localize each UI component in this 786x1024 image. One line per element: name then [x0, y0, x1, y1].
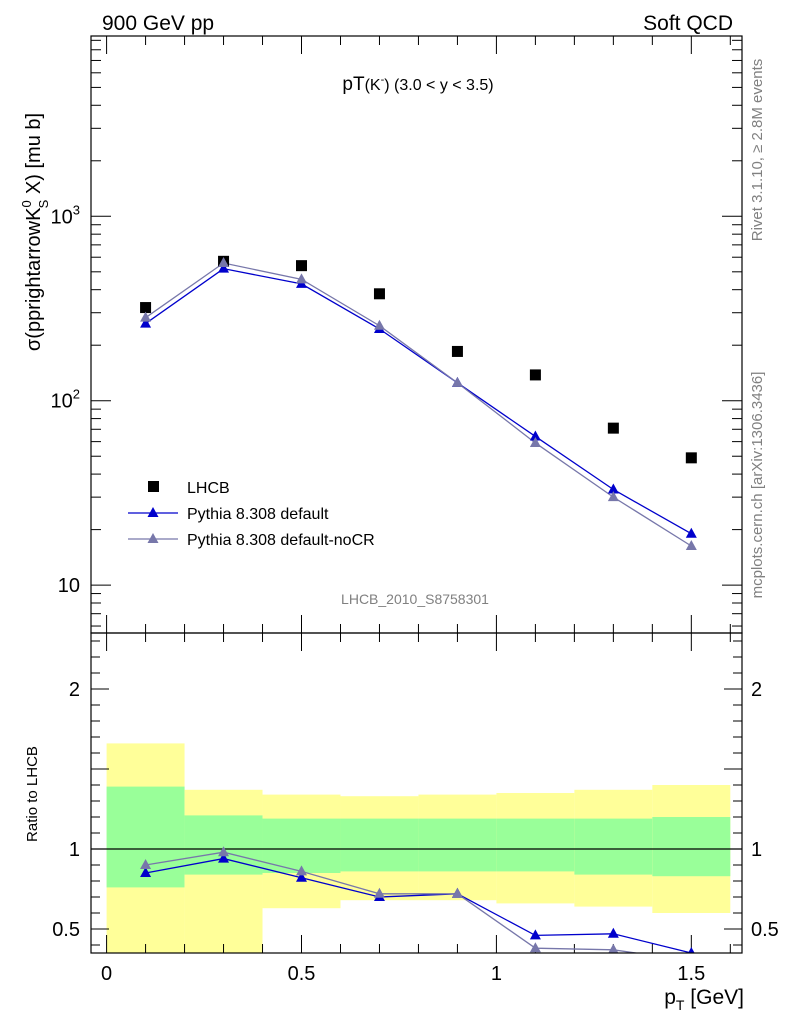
mc-point-1 [607, 483, 619, 494]
main-plot-markers [140, 255, 697, 550]
ratio-y-tick-label: 2 [69, 679, 80, 701]
legend-label-lhcb: LHCB [187, 480, 230, 497]
series-line-2 [145, 262, 692, 547]
ratio-y-tick-label: 0.5 [52, 919, 80, 941]
ratio-y-tick-label-right: 1 [751, 839, 762, 861]
legend: LHCB Pythia 8.308 default Pythia 8.308 d… [128, 480, 375, 549]
ratio-plot-markers [140, 846, 695, 953]
ratio-point-0 [607, 927, 619, 938]
data-point-lhcb [296, 260, 308, 272]
mc-point-2 [140, 311, 152, 322]
ratio-plot-ticks: 0 0.5 1 1.5 0.5 0.5 1 1 2 2 [52, 633, 779, 985]
ratio-point-0 [296, 871, 308, 882]
ratio-line-0 [145, 857, 692, 953]
mc-point-2 [296, 273, 308, 284]
ratio-point-0 [529, 929, 541, 940]
data-point-lhcb [373, 288, 385, 300]
mc-point-1 [685, 527, 697, 538]
band-inner [652, 817, 731, 877]
band-inner [418, 818, 497, 872]
mc-point-1 [140, 317, 152, 328]
legend-entry-lhcb: LHCB [148, 480, 230, 497]
ratio-point-1 [140, 859, 152, 869]
analysis-watermark: LHCB_2010_S8758301 [341, 591, 489, 607]
source-info: mcplots.cern.ch [arXiv:1306.3436] [749, 372, 766, 599]
uncertainty-bands [91, 743, 742, 953]
y-tick-label: 103 [51, 202, 80, 228]
ratio-point-1 [608, 943, 619, 953]
legend-label-default: Pythia 8.308 default [187, 506, 329, 523]
ratio-y-tick-label-right: 0.5 [751, 919, 779, 941]
ratio-y-tick-label: 1 [69, 839, 80, 861]
legend-marker-lhcb [148, 481, 159, 492]
data-point-lhcb [140, 302, 152, 314]
ratio-point-1 [218, 846, 230, 857]
ratio-point-1 [451, 887, 463, 898]
mc-point-1 [218, 262, 230, 273]
y-tick-label: 102 [51, 387, 80, 413]
mc-point-2 [685, 539, 697, 550]
ratio-point-0 [218, 852, 230, 863]
legend-marker-nocr [147, 533, 159, 543]
band-inner [496, 818, 575, 872]
legend-entry-default: Pythia 8.308 default [128, 506, 329, 523]
mc-point-2 [607, 491, 619, 502]
ratio-point-1 [529, 942, 541, 953]
header-left: 900 GeV pp [102, 12, 214, 35]
x-tick-label: 0.5 [288, 963, 316, 985]
data-point-lhcb [607, 422, 619, 434]
data-point-lhcb [685, 452, 697, 464]
data-point-lhcb [529, 369, 541, 381]
ratio-y-axis-label: Ratio to LHCB [24, 746, 41, 842]
ratio-point-0 [688, 947, 695, 953]
ratio-plot: 0 0.5 1 1.5 0.5 0.5 1 1 2 2 Ratio to LHCB pT [GeV… [24, 632, 779, 1013]
legend-label-nocr: Pythia 8.308 default-noCR [187, 532, 375, 549]
legend-marker-default [147, 507, 159, 517]
x-tick-label: 1 [491, 963, 502, 985]
header-right: Soft QCD [643, 12, 733, 35]
mc-point-2 [218, 257, 230, 268]
ratio-y-tick-label-right: 2 [751, 679, 762, 701]
ratio-plot-frame [90, 632, 743, 954]
legend-entry-nocr: Pythia 8.308 default-noCR [128, 532, 375, 549]
data-point-lhcb [451, 345, 463, 357]
band-inner [574, 818, 653, 875]
ratio-point-1 [373, 887, 385, 898]
ratio-point-1 [296, 865, 308, 876]
ratio-line-1 [145, 851, 641, 953]
mc-point-2 [373, 319, 385, 330]
rivet-info: Rivet 3.1.10, ≥ 2.8M events [749, 59, 766, 242]
x-axis-label: pT [GeV] [664, 986, 744, 1013]
series-line-1 [145, 267, 692, 535]
y-tick-label: 10 [58, 575, 80, 597]
main-plot: pT(K-) (3.0 < y < 3.5) σ(pprightarrowK0 S… [19, 35, 743, 634]
y-axis-label: σ(pprightarrowK0 S X) [mu b] [19, 113, 51, 351]
ratio-point-0 [140, 867, 152, 877]
mc-point-1 [529, 430, 541, 441]
main-plot-ticks: 10 102 103 [51, 36, 742, 633]
mc-point-2 [451, 376, 463, 387]
mc-point-2 [529, 436, 541, 447]
band-inner [262, 818, 341, 873]
plot-title: pT(K-) (3.0 < y < 3.5) [342, 74, 493, 95]
x-tick-label: 1.5 [677, 963, 705, 985]
band-inner [340, 818, 419, 872]
x-tick-label: 0 [101, 963, 112, 985]
